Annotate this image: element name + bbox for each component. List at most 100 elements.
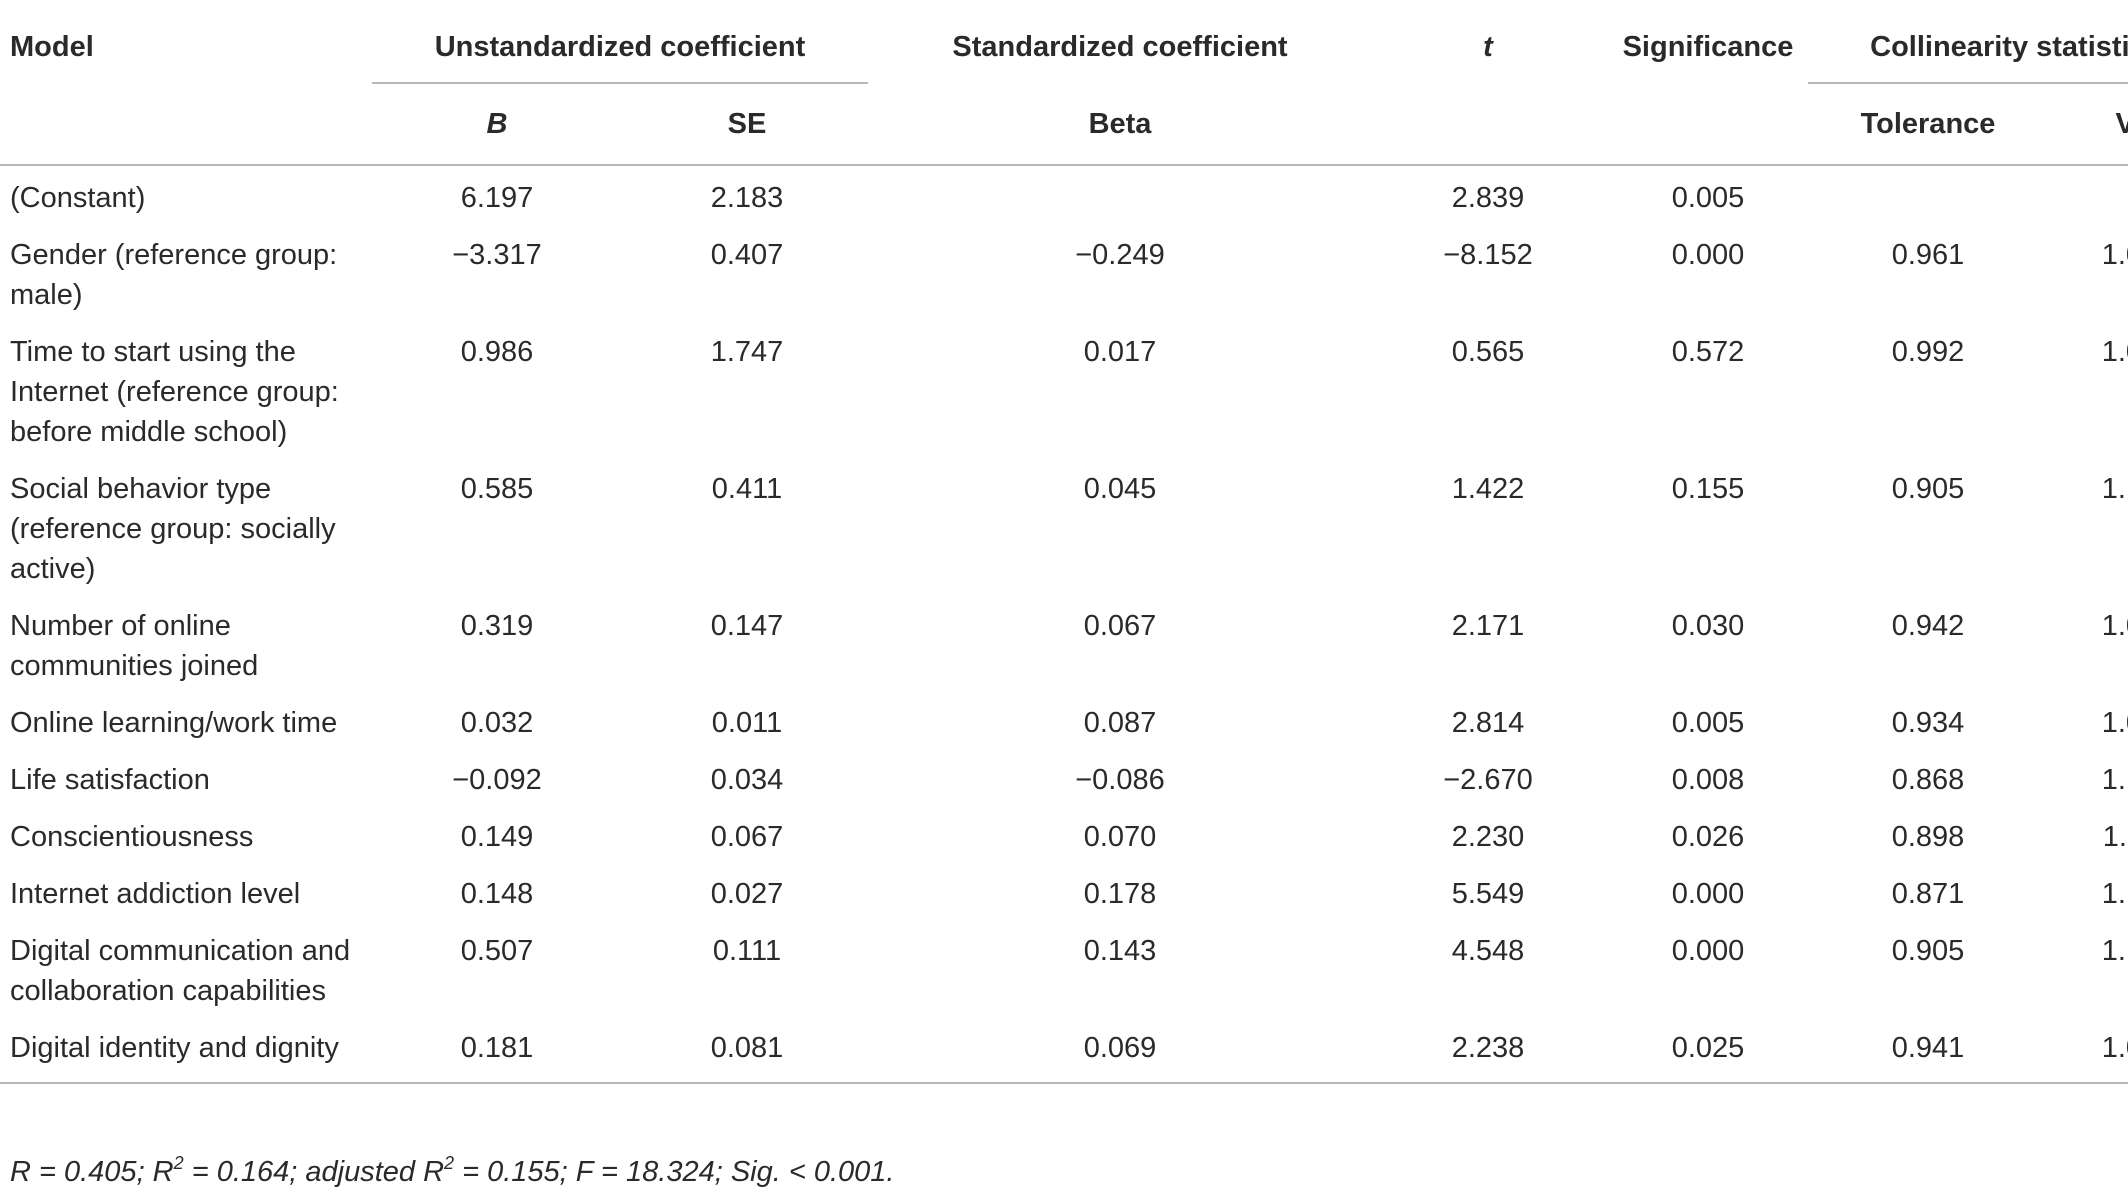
cell-b: 0.181 xyxy=(372,1018,622,1084)
row-label: Conscientiousness xyxy=(10,821,254,853)
cell-tolerance: 0.934 xyxy=(1891,707,1965,739)
header-standardized-coefficient: Standardized coefficient xyxy=(952,31,1288,63)
cell-t: 0.565 xyxy=(1451,336,1525,368)
cell-se: 2.183 xyxy=(710,182,784,214)
cell-b: −0.092 xyxy=(452,764,542,796)
row-label: Internet addiction level xyxy=(10,878,301,910)
cell-tolerance: 0.898 xyxy=(1891,821,1965,853)
cell-tolerance: 0.905 xyxy=(1891,473,1965,505)
cell-b: 0.507 xyxy=(460,935,534,967)
table-row: Time to start using the Internet (refere… xyxy=(0,322,2128,459)
cell-sig: 0.005 xyxy=(1671,707,1745,739)
cell-beta: 0.070 xyxy=(1083,821,1157,853)
row-label: Life satisfaction xyxy=(10,764,210,796)
cell-vif: 1.148 xyxy=(2101,878,2128,910)
cell-beta: 0.143 xyxy=(1083,935,1157,967)
note-sup-2: 2 xyxy=(444,1153,455,1173)
cell-se: 0.081 xyxy=(622,1018,872,1084)
cell-vif: 1.105 xyxy=(2101,935,2128,967)
cell-beta: −0.086 xyxy=(1075,764,1165,796)
cell-sig: 0.000 xyxy=(1671,878,1745,910)
cell-sig: 0.030 xyxy=(1671,610,1745,642)
cell-se: 1.747 xyxy=(710,336,784,368)
row-label: Time to start using the Internet (refere… xyxy=(10,336,339,448)
cell-vif: 1.114 xyxy=(2102,821,2128,853)
cell-beta: 0.045 xyxy=(1083,473,1157,505)
row-label: (Constant) xyxy=(10,182,146,214)
cell-se: 0.011 xyxy=(711,707,783,739)
header-b: B xyxy=(372,84,622,166)
cell-se: 0.147 xyxy=(710,610,784,642)
header-collinearity-statistics: Collinearity statistics xyxy=(1870,31,2128,63)
header-collinearity-cell: Collinearity statistics xyxy=(1808,10,2128,84)
header-tolerance: Tolerance xyxy=(1808,84,2048,166)
cell-sig: 0.572 xyxy=(1671,336,1745,368)
cell-vif: 1.105 xyxy=(2101,473,2128,505)
note-r2: = 0.164; adjusted R xyxy=(183,1156,445,1188)
cell-tolerance: 0.905 xyxy=(1891,935,1965,967)
cell-t: 2.839 xyxy=(1451,182,1525,214)
header-se: SE xyxy=(622,84,872,166)
note-rest: = 0.155; F = 18.324; Sig. < 0.001. xyxy=(454,1156,895,1188)
row-label: Social behavior type (reference group: s… xyxy=(10,473,336,585)
cell-tolerance: 0.961 xyxy=(1891,239,1965,271)
cell-sig: 0.026 xyxy=(1671,821,1745,853)
header-unstandardized-coefficient: Unstandardized coefficient xyxy=(434,31,806,63)
cell-t: 2.238 xyxy=(1368,1018,1608,1084)
table-row: Life satisfaction −0.092 0.034 −0.086 −2… xyxy=(0,750,2128,807)
header-row-1: Model Unstandardized coefficient Standar… xyxy=(0,10,2128,84)
cell-sig: 0.000 xyxy=(1671,935,1745,967)
cell-beta: 0.017 xyxy=(1083,336,1157,368)
cell-vif: 1.008 xyxy=(2101,336,2128,368)
cell-beta: −0.249 xyxy=(1075,239,1165,271)
cell-sig: 0.155 xyxy=(1671,473,1745,505)
row-label: Number of online communities joined xyxy=(10,610,259,682)
table-row: Gender (reference group: male) −3.317 0.… xyxy=(0,225,2128,322)
cell-tolerance: 0.871 xyxy=(1891,878,1965,910)
header-t: t xyxy=(1483,31,1493,63)
cell-t: 4.548 xyxy=(1451,935,1525,967)
note-sup-1: 2 xyxy=(173,1153,184,1173)
cell-tolerance: 0.942 xyxy=(1891,610,1965,642)
cell-beta: 0.069 xyxy=(872,1018,1368,1084)
cell-b: −3.317 xyxy=(452,239,542,271)
table-row: (Constant) 6.197 2.183 2.839 0.005 xyxy=(0,165,2128,225)
note-r: R = 0.405; R xyxy=(10,1156,174,1188)
table-row: Social behavior type (reference group: s… xyxy=(0,459,2128,596)
table-row: Online learning/work time 0.032 0.011 0.… xyxy=(0,693,2128,750)
cell-tolerance: 0.941 xyxy=(1808,1018,2048,1084)
cell-tolerance: 0.992 xyxy=(1891,336,1965,368)
table-body: (Constant) 6.197 2.183 2.839 0.005 Gende… xyxy=(0,165,2128,1084)
cell-b: 0.585 xyxy=(460,473,534,505)
header-unstandardized-cell: Unstandardized coefficient xyxy=(372,10,872,84)
cell-b: 6.197 xyxy=(460,182,534,214)
cell-vif: 1.063 xyxy=(2048,1018,2128,1084)
row-label: Digital communication and collaboration … xyxy=(10,935,351,1007)
cell-se: 0.034 xyxy=(710,764,784,796)
header-model: Model xyxy=(10,31,94,63)
cell-b: 0.319 xyxy=(460,610,534,642)
cell-t: 1.422 xyxy=(1451,473,1525,505)
cell-vif: 1.152 xyxy=(2101,764,2128,796)
cell-tolerance: 0.868 xyxy=(1891,764,1965,796)
cell-se: 0.027 xyxy=(710,878,784,910)
cell-t: 2.171 xyxy=(1451,610,1525,642)
cell-vif: 1.070 xyxy=(2101,707,2128,739)
cell-sig: 0.000 xyxy=(1671,239,1745,271)
regression-coefficients-table: Model Unstandardized coefficient Standar… xyxy=(0,10,2128,1084)
cell-tolerance xyxy=(1808,165,2048,225)
cell-beta: 0.178 xyxy=(1083,878,1157,910)
row-label: Gender (reference group: male) xyxy=(10,239,338,311)
cell-b: 0.032 xyxy=(460,707,534,739)
cell-beta xyxy=(872,165,1368,225)
cell-t: 2.814 xyxy=(1451,707,1525,739)
table-row: Digital communication and collaboration … xyxy=(0,921,2128,1018)
cell-t: 5.549 xyxy=(1451,878,1525,910)
row-label: Digital identity and dignity xyxy=(0,1018,372,1084)
header-row-2: B SE Beta Tolerance VIF xyxy=(0,84,2128,166)
cell-b: 0.148 xyxy=(460,878,534,910)
cell-b: 0.986 xyxy=(460,336,534,368)
table-row: Internet addiction level 0.148 0.027 0.1… xyxy=(0,864,2128,921)
cell-se: 0.411 xyxy=(711,473,783,505)
cell-se: 0.067 xyxy=(710,821,784,853)
